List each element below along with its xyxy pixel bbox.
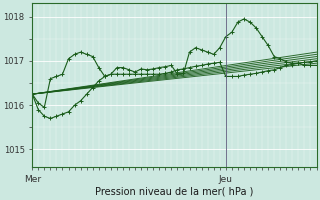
X-axis label: Pression niveau de la mer( hPa ): Pression niveau de la mer( hPa ) (95, 187, 253, 197)
